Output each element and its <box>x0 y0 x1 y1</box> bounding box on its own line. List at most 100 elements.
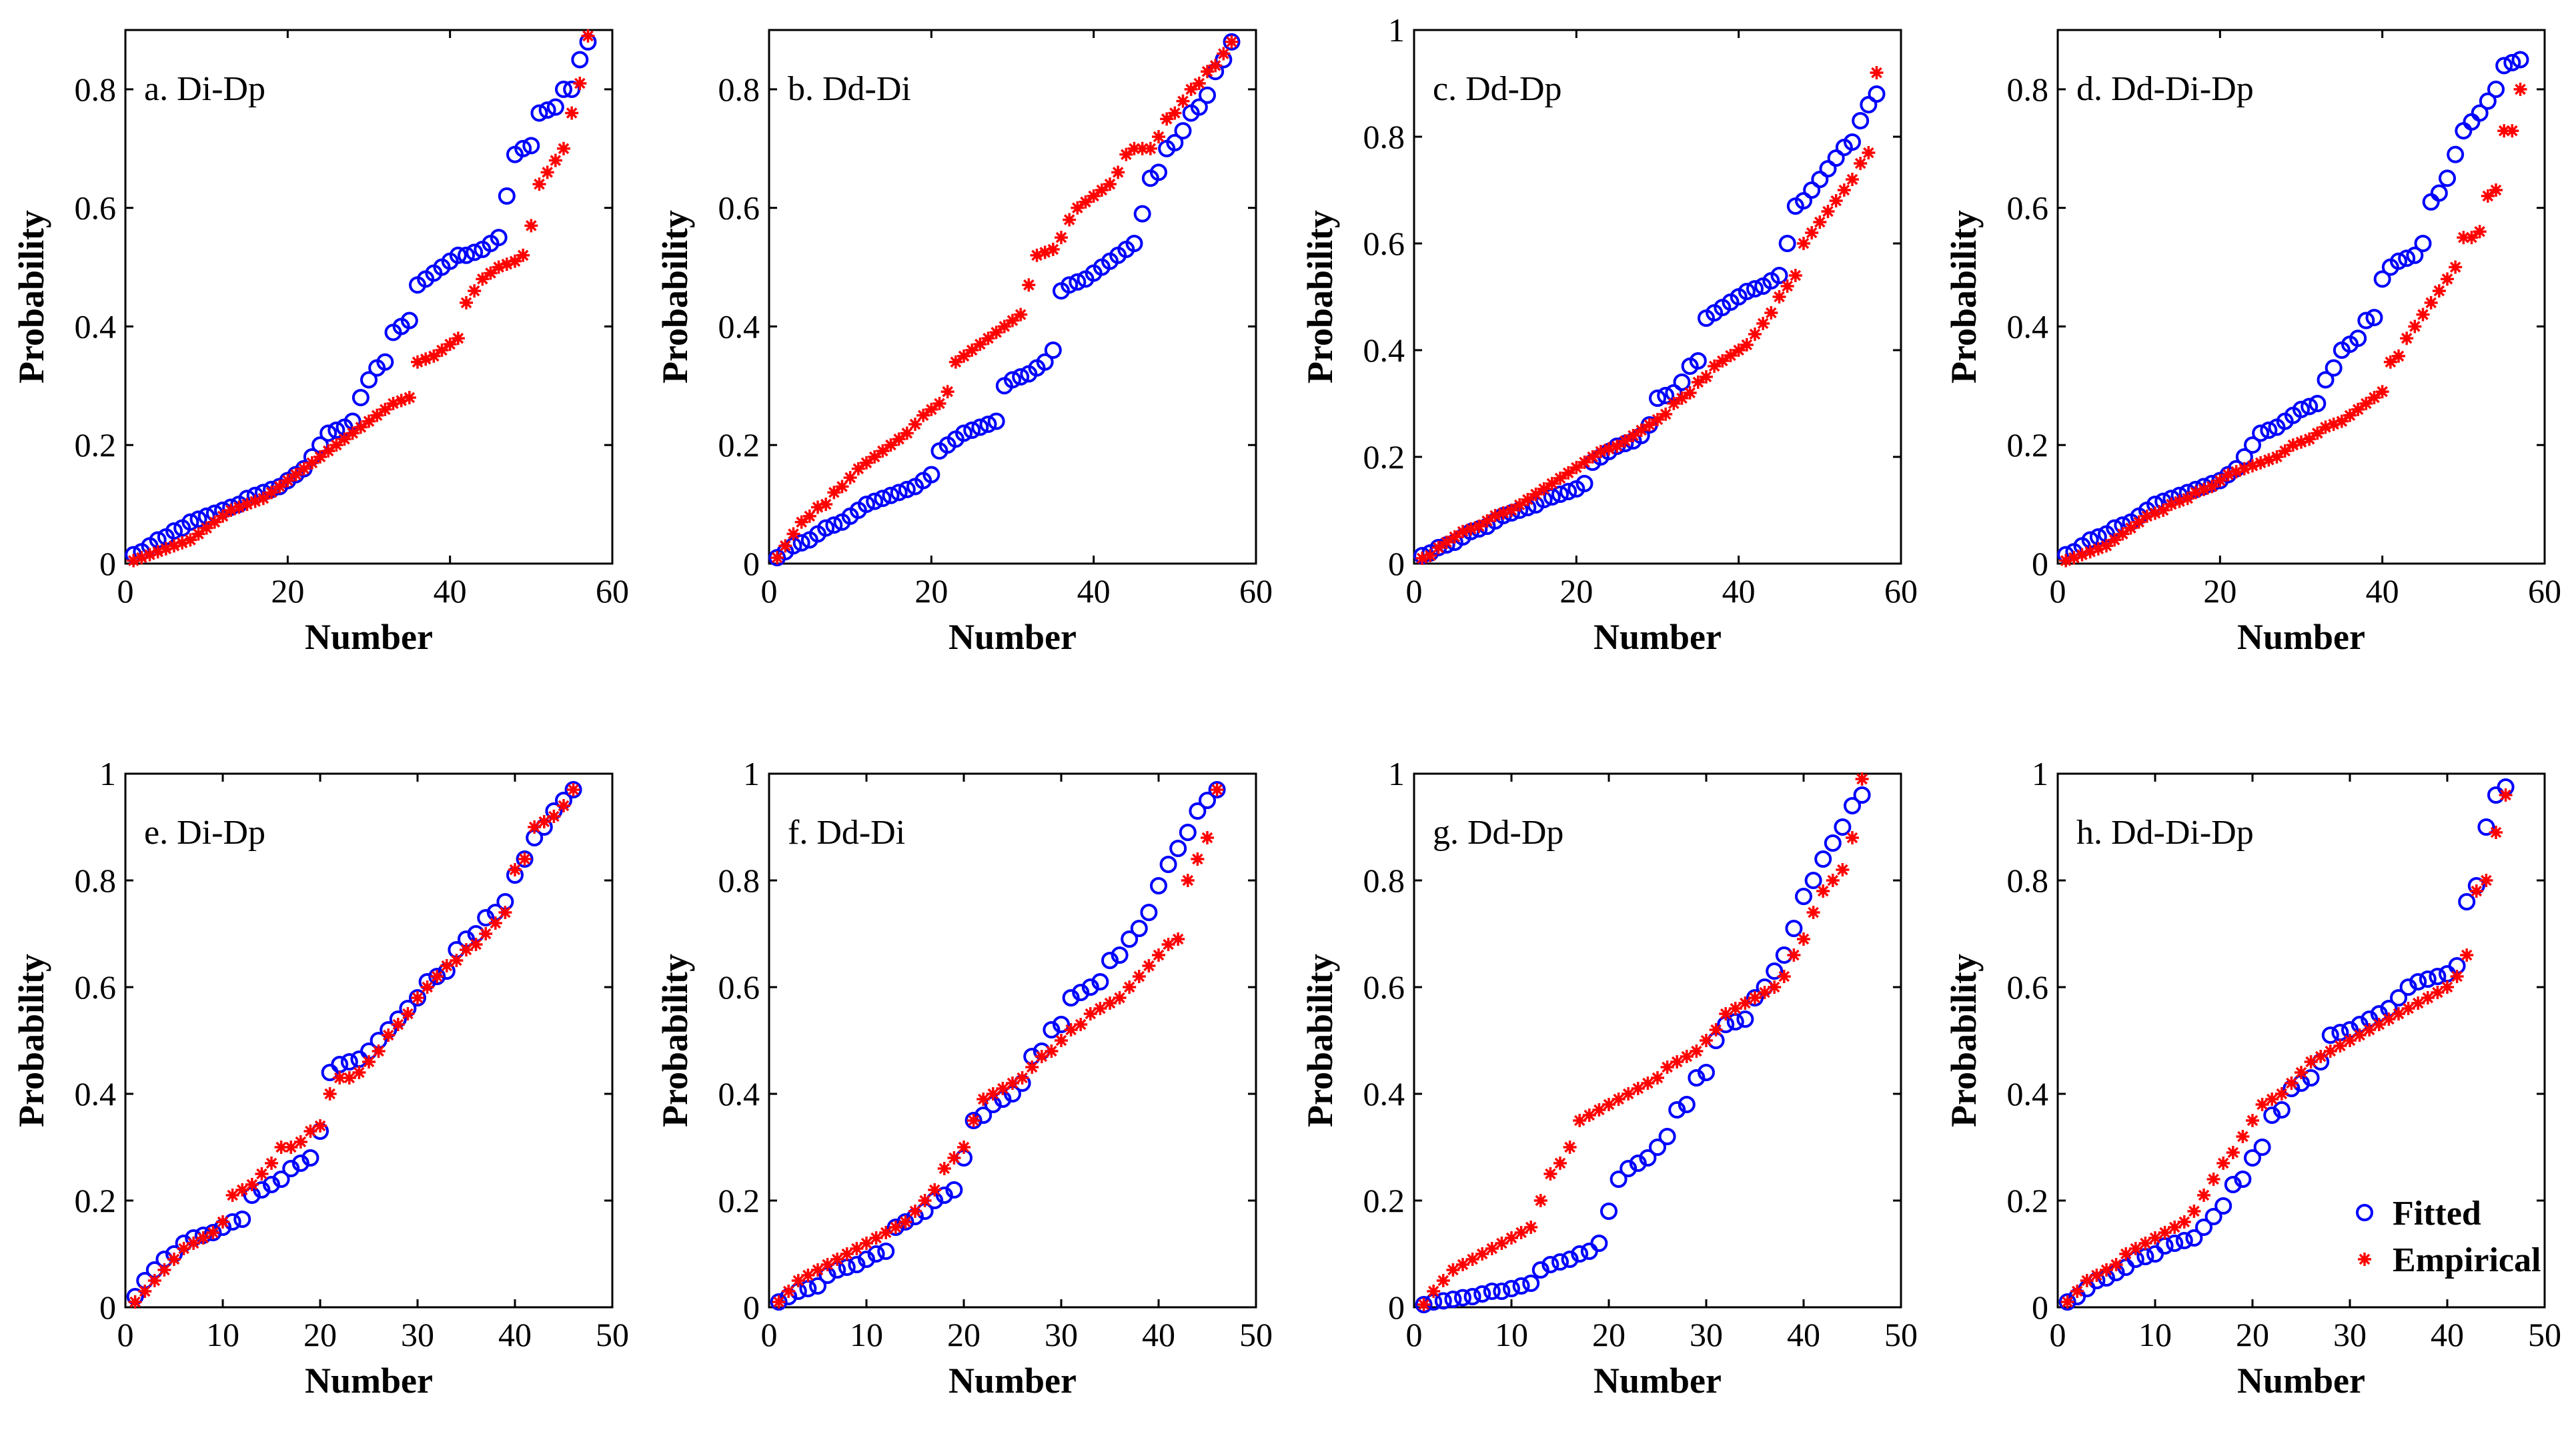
empirical-point <box>2083 545 2097 559</box>
fitted-point <box>1795 192 1812 209</box>
empirical-point <box>2119 1247 2133 1261</box>
fitted-point <box>2293 400 2310 418</box>
empirical-point <box>1582 1109 1596 1122</box>
empirical-point <box>1545 477 1559 490</box>
empirical-point <box>1087 189 1101 203</box>
fitted-point <box>2302 1069 2320 1087</box>
empirical-point <box>1071 201 1085 215</box>
empirical-point <box>1427 1285 1441 1298</box>
empirical-point <box>1543 1167 1557 1181</box>
empirical-point <box>2314 1050 2328 1063</box>
empirical-point <box>2132 515 2146 529</box>
empirical-point <box>2411 996 2425 1010</box>
empirical-point <box>147 1274 161 1287</box>
x-tick-label: 10 <box>2138 1316 2172 1353</box>
empirical-point <box>1447 530 1461 544</box>
y-tick-label: 0.2 <box>75 426 117 464</box>
empirical-point <box>1740 338 1754 351</box>
empirical-point <box>1464 522 1478 536</box>
empirical-point <box>2286 438 2300 452</box>
empirical-point <box>342 1071 356 1085</box>
empirical-point <box>1176 94 1190 108</box>
empirical-point <box>1132 970 1146 983</box>
fitted-point <box>522 137 540 155</box>
empirical-point <box>1573 1114 1587 1127</box>
empirical-point <box>1805 226 1819 239</box>
x-tick-label: 50 <box>2528 1316 2561 1353</box>
fitted-point <box>189 510 207 528</box>
fitted-point <box>874 490 892 508</box>
fitted-point <box>858 496 875 514</box>
empirical-point <box>2469 884 2483 898</box>
empirical-point <box>1563 1141 1577 1154</box>
empirical-point <box>378 402 392 416</box>
empirical-point <box>2109 1258 2123 1271</box>
empirical-point <box>1417 1298 1431 1311</box>
empirical-point <box>840 1247 854 1261</box>
empirical-point <box>1456 1258 1469 1271</box>
empirical-point <box>2180 492 2194 506</box>
empirical-point <box>850 1242 864 1255</box>
x-tick-label: 60 <box>596 572 629 610</box>
empirical-point <box>479 927 493 940</box>
y-tick-label: 1 <box>743 755 760 792</box>
empirical-point <box>548 153 562 167</box>
fitted-point <box>1012 368 1030 386</box>
empirical-point <box>2343 408 2357 422</box>
empirical-point <box>216 509 229 523</box>
plot-frame <box>1413 29 1902 565</box>
fitted-point <box>2156 1237 2174 1255</box>
y-tick-label: 0 <box>1388 1289 1405 1326</box>
empirical-point <box>235 1183 249 1197</box>
empirical-point <box>1709 1023 1723 1036</box>
plot-frame <box>2056 772 2546 1309</box>
empirical-point <box>2158 1226 2172 1239</box>
fitted-point <box>1551 486 1569 503</box>
fitted-point <box>1166 133 1184 151</box>
empirical-point <box>2265 1093 2279 1106</box>
empirical-point <box>557 141 570 155</box>
empirical-point <box>996 1082 1010 1095</box>
empirical-point <box>888 1221 902 1234</box>
empirical-point <box>1103 177 1117 191</box>
empirical-point <box>391 1018 405 1031</box>
empirical-point <box>2213 474 2227 488</box>
y-axis-label: Probability <box>1944 954 1984 1127</box>
empirical-point <box>2295 1066 2308 1079</box>
fitted-point <box>1434 1292 1452 1310</box>
empirical-point <box>1127 141 1141 155</box>
fitted-point <box>877 1243 895 1260</box>
empirical-point <box>770 551 784 565</box>
empirical-point <box>940 385 954 399</box>
empirical-point <box>346 426 360 440</box>
empirical-point <box>2505 124 2519 138</box>
empirical-point <box>540 165 554 179</box>
x-tick-label: 10 <box>206 1316 239 1353</box>
empirical-point <box>1732 343 1746 357</box>
empirical-point <box>1505 1231 1518 1245</box>
empirical-point <box>2168 1221 2182 1234</box>
y-tick-label: 0.6 <box>718 189 760 227</box>
empirical-point <box>1787 948 1801 962</box>
empirical-point <box>1788 269 1802 282</box>
fitted-point <box>1811 171 1829 188</box>
empirical-point <box>281 474 295 488</box>
empirical-point <box>2383 355 2397 369</box>
empirical-point <box>1201 65 1214 79</box>
empirical-point <box>468 284 482 298</box>
empirical-point <box>2216 1157 2230 1170</box>
fitted-point <box>2058 1293 2076 1311</box>
fitted-point <box>1101 952 1119 969</box>
fitted-point <box>1125 235 1143 252</box>
fitted-point <box>1199 792 1216 809</box>
panel-6: 0 10 20 30 40 50 0 0.2 0.4 0.6 0.8 1 Number Probabili… <box>655 755 1273 1401</box>
x-tick-label: 30 <box>2333 1316 2367 1353</box>
fitted-point <box>1868 85 1886 103</box>
fitted-point <box>1819 160 1837 177</box>
empirical-point <box>2497 124 2511 138</box>
empirical-point <box>362 1055 376 1068</box>
fitted-point <box>2447 145 2465 163</box>
fitted-point <box>1190 98 1208 116</box>
fitted-point <box>1678 1096 1696 1113</box>
empirical-point <box>1602 1098 1616 1111</box>
